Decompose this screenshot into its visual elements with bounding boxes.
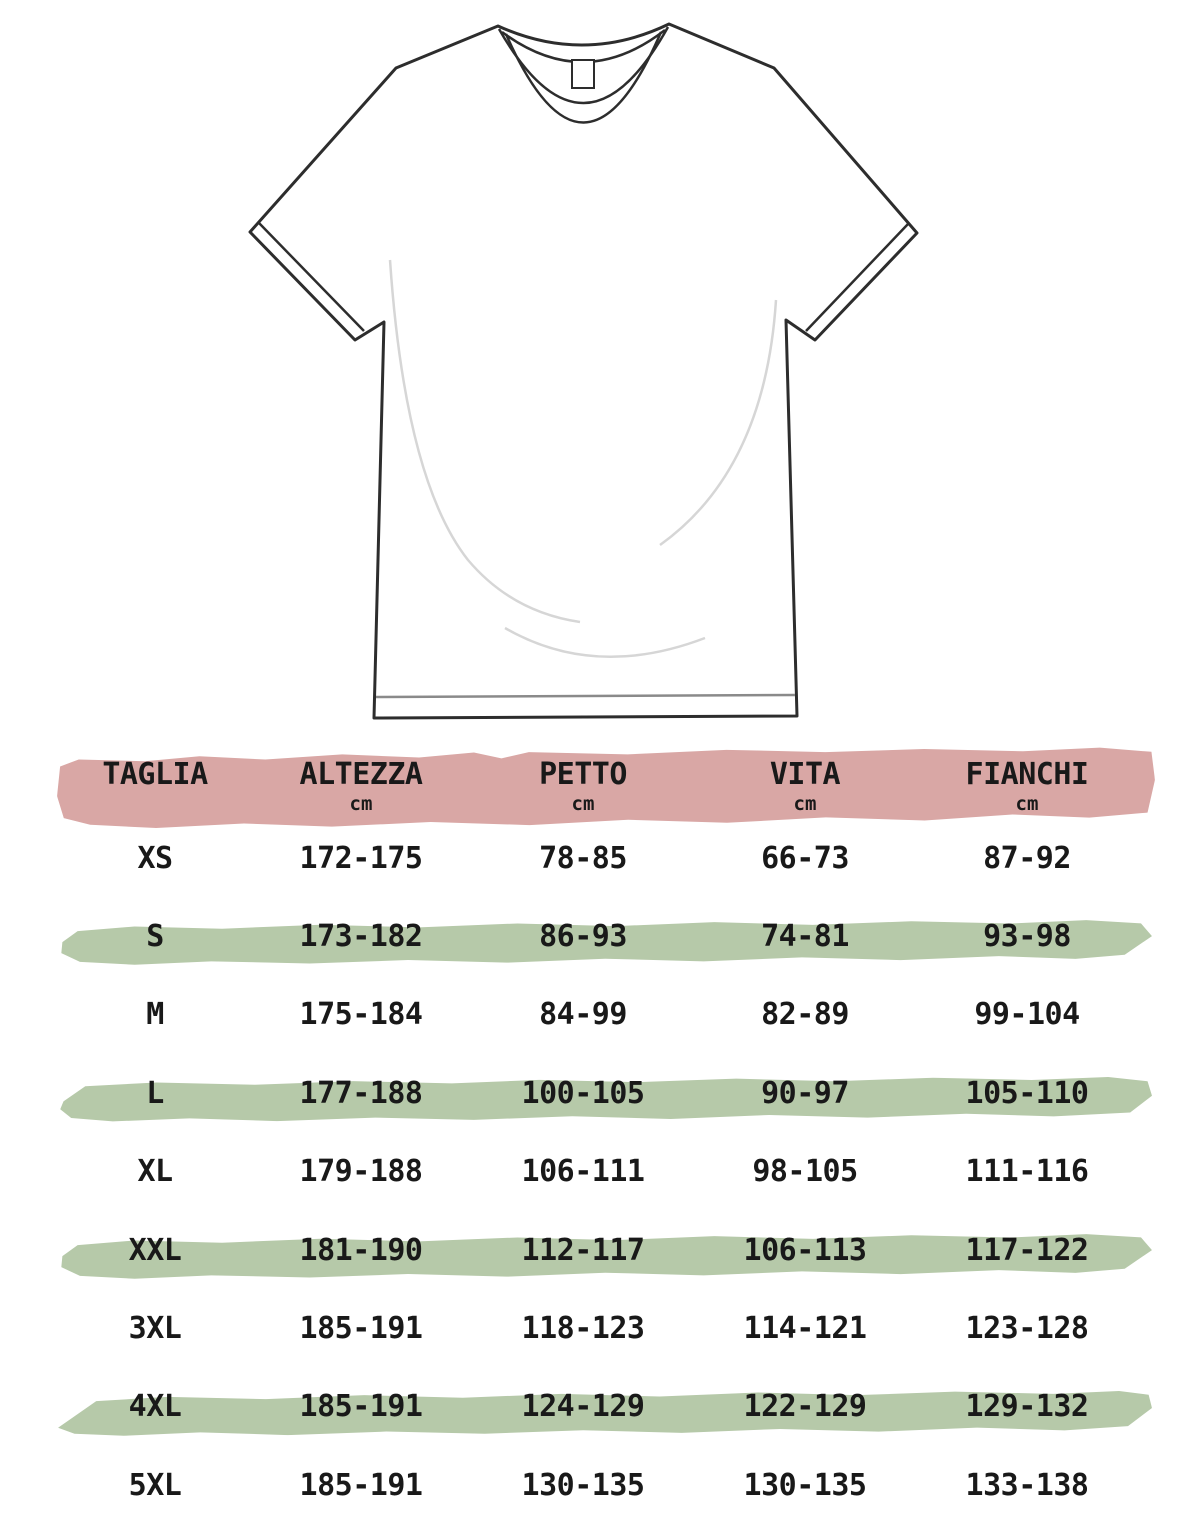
fianchi-cell: 129-132	[965, 1389, 1089, 1425]
table-row-xs: XS 172-175 78-85 66-73 87-92	[60, 819, 1152, 897]
altezza-cell: 181-190	[299, 1232, 423, 1268]
petto-cell: 124-129	[521, 1389, 645, 1425]
size-table: TAGLIA ALTEZZA cm PETTO cm VITA cm FIANC…	[60, 748, 1152, 1525]
size-cell: XL	[137, 1154, 173, 1190]
altezza-cell: 185-191	[299, 1311, 423, 1347]
header-cell-fianchi: FIANCHI cm	[916, 748, 1138, 814]
table-row-s: S 173-182 86-93 74-81 93-98	[60, 897, 1152, 975]
tshirt-outline	[248, 22, 919, 720]
size-cell: S	[146, 919, 164, 955]
vita-cell: 90-97	[761, 1075, 849, 1111]
petto-cell: 84-99	[539, 997, 627, 1033]
header-cell-vita: VITA cm	[694, 748, 916, 814]
collar-front-bottom	[504, 31, 663, 124]
size-cell: 3XL	[128, 1311, 182, 1347]
size-cell: L	[146, 1075, 164, 1111]
column-label: ALTEZZA	[299, 757, 423, 792]
vita-cell: 122-129	[743, 1389, 867, 1425]
vita-cell: 74-81	[761, 919, 849, 955]
altezza-cell: 185-191	[299, 1389, 423, 1425]
tshirt-illustration	[248, 22, 919, 720]
fianchi-cell: 111-116	[965, 1154, 1089, 1190]
column-unit: cm	[571, 793, 595, 815]
column-label: TAGLIA	[102, 757, 208, 792]
table-row-3xl: 3XL 185-191 118-123 114-121 123-128	[60, 1289, 1152, 1367]
fianchi-cell: 123-128	[965, 1311, 1089, 1347]
petto-cell: 78-85	[539, 840, 627, 876]
petto-cell: 112-117	[521, 1232, 645, 1268]
right-cuff-seam	[805, 223, 909, 332]
petto-cell: 100-105	[521, 1075, 645, 1111]
petto-cell: 86-93	[539, 919, 627, 955]
table-header: TAGLIA ALTEZZA cm PETTO cm VITA cm FIANC…	[60, 748, 1152, 819]
table-row-5xl: 5XL 185-191 130-135 130-135 133-138	[60, 1446, 1152, 1524]
fianchi-cell: 133-138	[965, 1467, 1089, 1503]
altezza-cell: 177-188	[299, 1075, 423, 1111]
fianchi-cell: 93-98	[983, 919, 1071, 955]
table-row-l: L 177-188 100-105 90-97 105-110	[60, 1054, 1152, 1132]
size-cell: M	[146, 997, 164, 1033]
table-row-xxl: XXL 181-190 112-117 106-113 117-122	[60, 1211, 1152, 1289]
petto-cell: 118-123	[521, 1311, 645, 1347]
column-unit	[60, 795, 250, 814]
vita-cell: 66-73	[761, 840, 849, 876]
size-cell: XS	[137, 840, 173, 876]
petto-cell: 106-111	[521, 1154, 645, 1190]
header-cell-altezza: ALTEZZA cm	[250, 748, 472, 814]
column-label: VITA	[769, 757, 841, 792]
size-cell: 4XL	[128, 1389, 182, 1425]
altezza-cell: 179-188	[299, 1154, 423, 1190]
vita-cell: 98-105	[752, 1154, 858, 1190]
fianchi-cell: 99-104	[974, 997, 1080, 1033]
table-row-xl: XL 179-188 106-111 98-105 111-116	[60, 1133, 1152, 1211]
neck-tag	[571, 59, 595, 89]
altezza-cell: 172-175	[299, 840, 423, 876]
column-unit: cm	[793, 793, 817, 815]
fianchi-cell: 87-92	[983, 840, 1071, 876]
left-cuff-seam	[258, 222, 365, 332]
column-unit: cm	[1015, 793, 1039, 815]
table-row-m: M 175-184 84-99 82-89 99-104	[60, 976, 1152, 1054]
column-label: FIANCHI	[965, 757, 1089, 792]
hem-seam-line	[375, 693, 796, 699]
fianchi-cell: 117-122	[965, 1232, 1089, 1268]
header-cell-petto: PETTO cm	[472, 748, 694, 814]
fold-line-right	[659, 299, 778, 547]
size-cell: XXL	[128, 1232, 182, 1268]
altezza-cell: 185-191	[299, 1467, 423, 1503]
fold-line-bottom	[504, 626, 706, 658]
column-label: PETTO	[539, 757, 627, 792]
altezza-cell: 175-184	[299, 997, 423, 1033]
petto-cell: 130-135	[521, 1467, 645, 1503]
altezza-cell: 173-182	[299, 919, 423, 955]
vita-cell: 82-89	[761, 997, 849, 1033]
table-row-4xl: 4XL 185-191 124-129 122-129 129-132	[60, 1368, 1152, 1446]
vita-cell: 106-113	[743, 1232, 867, 1268]
table-body: XS 172-175 78-85 66-73 87-92 S 173-182 8…	[60, 819, 1152, 1525]
size-cell: 5XL	[128, 1467, 182, 1503]
fold-line-left	[388, 259, 581, 624]
vita-cell: 130-135	[743, 1467, 867, 1503]
fianchi-cell: 105-110	[965, 1075, 1089, 1111]
header-cell-taglia: TAGLIA	[60, 748, 250, 814]
vita-cell: 114-121	[743, 1311, 867, 1347]
column-unit: cm	[349, 793, 373, 815]
